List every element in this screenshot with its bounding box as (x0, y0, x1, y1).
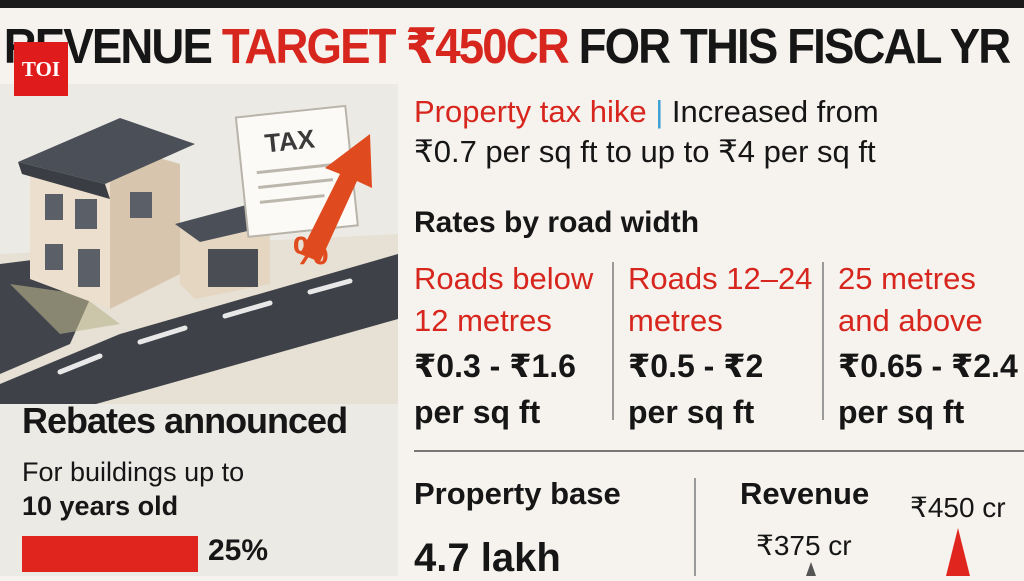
hike-text-line1: Increased from (671, 94, 879, 129)
headline: REVENUE TARGET ₹450CR FOR THIS FISCAL YR (0, 14, 1011, 80)
top-bar (0, 0, 1024, 8)
headline-part3: FOR THIS FISCAL YR (567, 20, 1012, 74)
rate-label-line1: Roads below (414, 261, 594, 296)
rebate-percent: 25% (208, 534, 269, 567)
property-tax-hike: Property tax hike | Increased from ₹0.7 … (414, 92, 879, 172)
rate-value-line1: ₹0.65 - ₹2.4 (838, 348, 1018, 384)
hike-label: Property tax hike (414, 94, 647, 129)
rate-label-line1: Roads 12–24 (628, 261, 813, 296)
property-base-value: 4.7 lakh (414, 536, 561, 580)
house-tax-illustration: TAX % (0, 104, 398, 404)
rate-label-line1: 25 metres (838, 261, 976, 296)
revenue-target-arrow (946, 528, 970, 576)
hike-text-line2: ₹0.7 per sq ft to up to ₹4 per sq ft (414, 134, 876, 169)
rate-column-12-24: Roads 12–24 metres ₹0.5 - ₹2 per sq ft (628, 258, 812, 434)
rate-value-line1: ₹0.5 - ₹2 (628, 348, 764, 384)
section-divider (414, 450, 1024, 452)
toi-logo: TOI (14, 42, 68, 96)
revenue-label: Revenue (740, 476, 870, 511)
revenue-current: ₹375 cr (756, 530, 852, 561)
rate-value-line2: per sq ft (414, 394, 541, 430)
revenue-current-arrow (806, 562, 816, 576)
rate-column-below-12: Roads below 12 metres ₹0.3 - ₹1.6 per sq… (414, 258, 593, 434)
bottom-divider (694, 478, 696, 576)
property-base-label: Property base (414, 476, 621, 511)
rate-label-line2: and above (838, 303, 983, 338)
rate-value-line1: ₹0.3 - ₹1.6 (414, 348, 576, 384)
rebates-desc-line1: For buildings up to (22, 457, 245, 487)
rate-value-line2: per sq ft (628, 394, 755, 430)
rate-column-25-above: 25 metres and above ₹0.65 - ₹2.4 per sq … (838, 258, 1018, 434)
revenue-target: ₹450 cr (910, 492, 1006, 523)
column-divider (612, 262, 614, 420)
rate-value-line2: per sq ft (838, 394, 965, 430)
tax-sign: TAX (263, 123, 317, 158)
rate-label-line2: 12 metres (414, 303, 552, 338)
rebates-desc-line2: 10 years old (22, 491, 179, 521)
rate-label-line2: metres (628, 303, 723, 338)
hike-separator: | (655, 94, 664, 129)
headline-target: TARGET ₹450CR (221, 20, 570, 74)
rebates-description: For buildings up to 10 years old (22, 455, 244, 523)
rates-title: Rates by road width (414, 206, 700, 239)
percent-sign: % (293, 229, 329, 273)
column-divider (822, 262, 824, 420)
rebate-bar (22, 536, 198, 572)
rebates-title: Rebates announced (22, 400, 348, 441)
